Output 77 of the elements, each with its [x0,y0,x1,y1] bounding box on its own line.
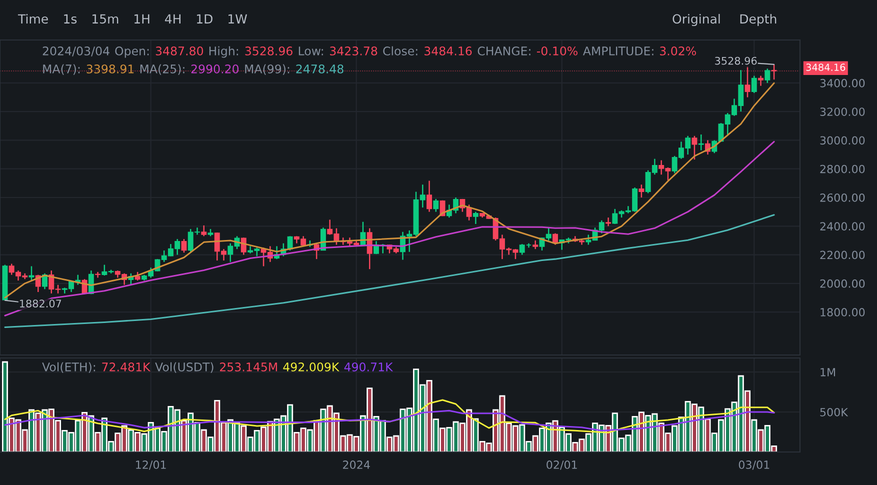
annotation: AMPLITUDE: [582,46,654,56]
candlestick [751,75,757,94]
annotation: 3423.78 [330,46,378,56]
candlestick [692,135,698,160]
candlestick [181,238,187,254]
line-series [4,82,775,298]
y-tick-label: 2400.00 [820,222,865,231]
y-tick-label: 1M [820,368,836,376]
annotation: 492.009K [283,362,340,372]
candlestick [758,75,764,86]
annotation: MA(25): [140,64,184,75]
candlestick [380,243,386,254]
candlestick [606,216,612,227]
annotation: Close: [383,46,418,56]
y-tick-label: 2000.00 [820,279,865,288]
y-tick-label: 3400.00 [820,78,865,88]
annotation: 3.02% [660,46,696,56]
candlestick [552,232,558,246]
x-tick-label: 03/01 [738,460,770,470]
text: 1D [197,14,212,24]
text: 4H [164,14,180,24]
y-tick-label: 500K [820,408,848,416]
candlestick [240,236,246,256]
annotation: CHANGE: [478,46,530,56]
x-tick-label: 02/01 [546,460,577,470]
annotation: 2024/03/04 [42,46,110,56]
candlestick [201,224,207,237]
annotation: Open: [115,46,149,58]
text: 15m [92,14,118,24]
y-tick-label: 2800.00 [820,164,865,174]
text: Original [672,14,720,26]
annotation: 2990.20 [191,64,239,74]
annotation: 1882.07 [20,300,62,308]
annotation: 3484.16 [424,46,472,56]
line-series [4,214,775,328]
x-tick-label: 2024 [343,460,370,469]
annotation: 3528.96 [715,56,757,65]
y-tick-label: 3000.00 [820,136,865,145]
annotation: 3528.96 [245,46,292,56]
annotation: High: [209,46,238,58]
text: Depth [740,14,776,26]
x-tick-label: 12/01 [136,460,166,470]
candlestick [95,271,101,278]
candlestick [426,180,432,212]
annotation: 3398.91 [86,64,134,74]
line-series [4,140,775,316]
annotation: Vol(ETH): [42,362,96,373]
annotation: -0.10% [536,46,578,56]
annotation: 2478.48 [296,64,344,74]
candlestick [771,64,777,80]
candlestick [764,68,770,84]
annotation: 72.481K [102,362,151,372]
candlestick [433,198,439,212]
annotation: 490.71K [344,362,394,372]
annotation: 3487.80 [156,46,204,56]
y-tick-label: 1800.00 [820,308,865,316]
text: 1W [228,14,248,24]
annotation: 253.145M [220,362,277,372]
candlestick [698,134,704,151]
candlestick [472,211,478,225]
ref-line-label: 3484.16 [806,64,846,71]
text: 1H [134,14,150,24]
line-series [4,410,775,432]
text: Time [18,14,48,24]
annotation: Vol(USDT) [155,362,214,373]
annotation: Low: [298,46,323,56]
text: 1s [64,14,77,24]
y-tick-label: 3200.00 [820,108,865,116]
candlestick [638,184,644,198]
candlestick [28,266,34,282]
line-series [4,399,775,434]
y-tick-label: 2600.00 [820,193,865,202]
annotation: MA(7): [43,64,80,75]
annotation: MA(99): [245,64,290,75]
y-tick-label: 2200.00 [820,250,865,260]
candlestick [287,236,293,252]
candlestick [744,65,750,98]
